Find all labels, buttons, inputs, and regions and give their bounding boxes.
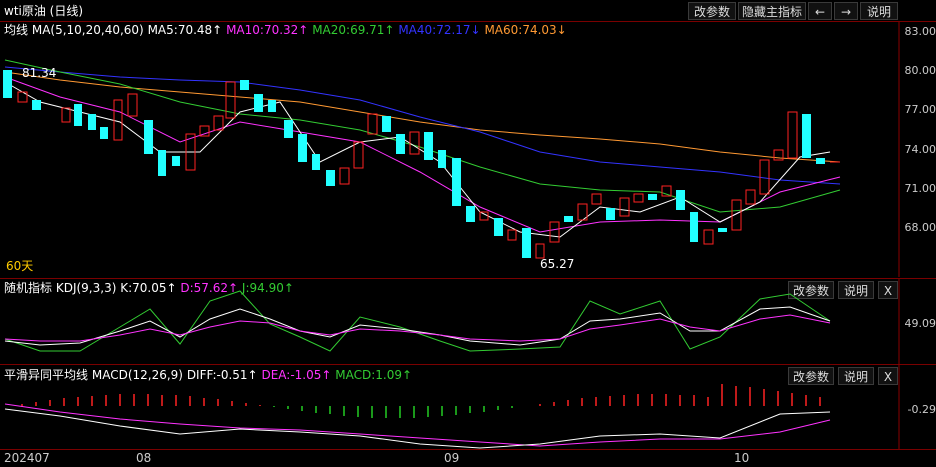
days-label: 60天 [6, 259, 34, 273]
y-tick: 80.00 [904, 64, 936, 77]
candles [3, 70, 840, 259]
ma5-value: MA5:70.48↑ [147, 23, 223, 37]
y-tick: 71.00 [904, 182, 936, 195]
help-button[interactable]: 说明 [860, 2, 898, 20]
macd-help-button[interactable]: 说明 [838, 367, 874, 385]
macd-diff-line [4, 408, 831, 449]
macd-chart [4, 364, 900, 449]
y-tick: 74.00 [904, 143, 936, 156]
ma-legend: 均线 MA(5,10,20,40,60) MA5:70.48↑ MA10:70.… [4, 21, 567, 38]
x-tick: 08 [136, 451, 152, 465]
ma40-value: MA40:72.17↓ [398, 23, 481, 37]
kdj-tick: 49.09 [904, 317, 936, 330]
y-tick: 68.00 [904, 221, 936, 234]
next-button[interactable]: → [834, 2, 858, 20]
kdj-j-line [4, 290, 831, 352]
ma-params: MA(5,10,20,40,60) [31, 23, 144, 37]
x-tick: 202407 [4, 451, 50, 465]
high-price-label: 81.34 [22, 66, 57, 80]
ma-indicator-name: 均线 [4, 23, 29, 37]
low-price-label: 65.27 [540, 257, 575, 271]
chart-title: wti原油 (日线) [4, 4, 84, 18]
ma40-line [4, 66, 841, 185]
kdj-k-line [4, 306, 831, 346]
ma10-line [4, 76, 841, 233]
params-button[interactable]: 改参数 [688, 2, 736, 20]
ma60-line [4, 71, 841, 163]
prev-button[interactable]: ← [808, 2, 832, 20]
y-tick: 77.00 [904, 103, 936, 116]
ma20-value: MA20:69.71↑ [312, 23, 395, 37]
kdj-title: 随机指标 [4, 281, 53, 295]
macd-diff-value: DIFF:-0.51↑ [186, 368, 258, 382]
macd-params: MACD(12,26,9) [91, 368, 183, 382]
ma20-line [4, 59, 841, 213]
kdj-params: KDJ(9,3,3) [55, 281, 117, 295]
kdj-d-line [4, 314, 831, 342]
kdj-legend: 随机指标 KDJ(9,3,3) K:70.05↑ D:57.62↑ J:94.9… [4, 279, 294, 296]
x-tick: 10 [734, 451, 750, 465]
macd-histogram [21, 384, 821, 418]
y-tick: 83.00 [904, 25, 936, 38]
kdj-chart [4, 279, 900, 364]
price-chart [3, 22, 900, 277]
macd-legend: 平滑异同平均线 MACD(12,26,9) DIFF:-0.51↑ DEA:-1… [4, 366, 412, 383]
macd-dea-value: DEA:-1.05↑ [261, 368, 332, 382]
kdj-help-button[interactable]: 说明 [838, 281, 874, 299]
macd-separator [0, 364, 936, 365]
hide-main-indicator-button[interactable]: 隐藏主指标 [738, 2, 806, 20]
kdj-separator [0, 278, 936, 279]
ma60-value: MA60:74.03↓ [484, 23, 567, 37]
kdj-j-value: J:94.90↑ [241, 281, 294, 295]
kdj-d-value: D:57.62↑ [180, 281, 239, 295]
kdj-params-button[interactable]: 改参数 [788, 281, 834, 299]
macd-dea-line [4, 403, 831, 447]
macd-close-button[interactable]: X [878, 367, 898, 385]
ma5-line [4, 81, 831, 238]
top-separator [0, 21, 936, 22]
x-tick: 09 [444, 451, 460, 465]
macd-title: 平滑异同平均线 [4, 368, 89, 382]
ma10-value: MA10:70.32↑ [226, 23, 309, 37]
macd-macd-value: MACD:1.09↑ [335, 368, 413, 382]
kdj-k-value: K:70.05↑ [120, 281, 177, 295]
macd-tick: -0.29 [907, 403, 936, 416]
bottom-separator [0, 449, 936, 450]
kdj-close-button[interactable]: X [878, 281, 898, 299]
macd-params-button[interactable]: 改参数 [788, 367, 834, 385]
